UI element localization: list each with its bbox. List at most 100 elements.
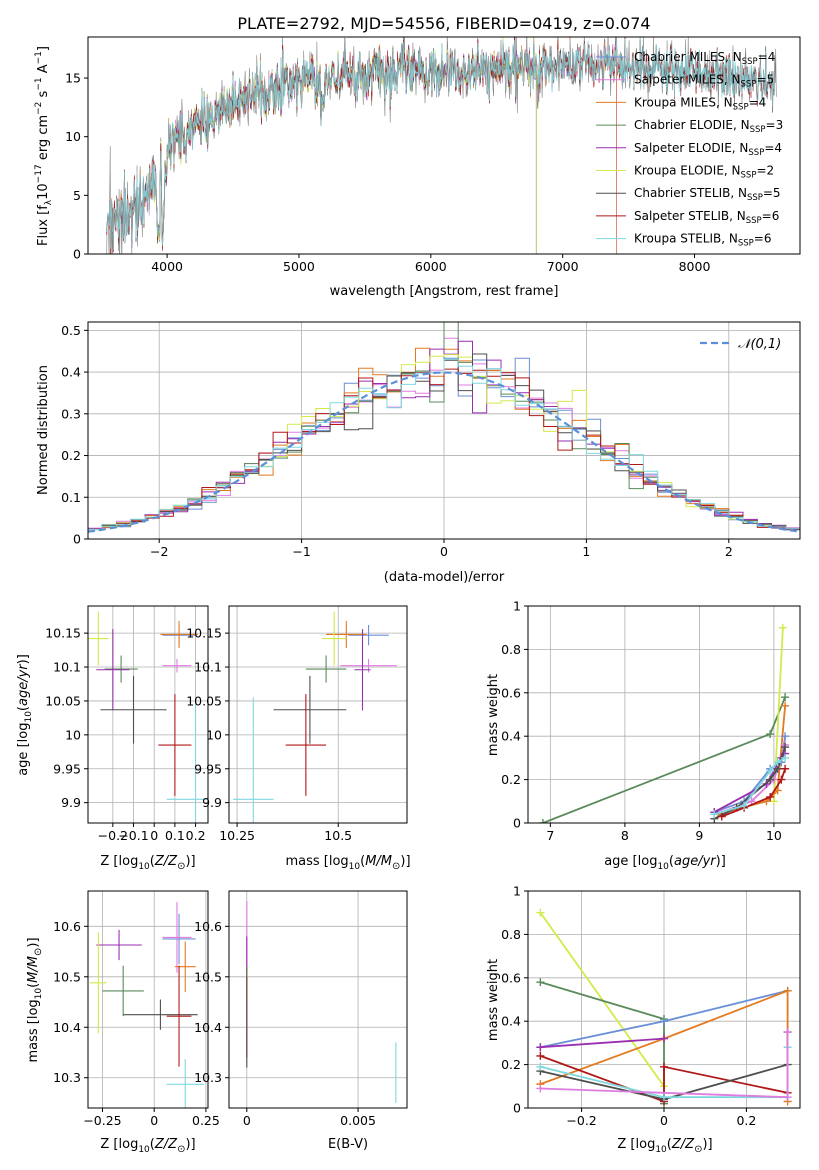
weight-point-kroupa-miles bbox=[781, 701, 790, 710]
x-tick-label: −0.1 bbox=[118, 828, 148, 843]
weight-point-kroupa-elodie bbox=[536, 908, 545, 917]
weight-point-kroupa-stelib bbox=[781, 753, 790, 762]
y-tick-label: 0.4 bbox=[61, 365, 81, 380]
mass-vs-metallicity-panel: −0.25 0 0.25 10.3 10.4 10.5 10.6 bbox=[53, 890, 220, 1128]
errorbar-salpeter-stelib bbox=[158, 694, 192, 796]
weight-point-kroupa-stelib bbox=[773, 758, 782, 767]
x-tick-label: −0.25 bbox=[83, 1113, 121, 1128]
errorbar-kroupa-elodie bbox=[88, 611, 109, 666]
errorbar-salpeter-stelib bbox=[285, 694, 327, 796]
weight-point-chabrier-stelib bbox=[766, 775, 775, 784]
errorbar-kroupa-elodie bbox=[90, 932, 107, 1034]
errorbar-kroupa-stelib bbox=[233, 697, 274, 823]
weight-point-kroupa-elodie bbox=[769, 797, 778, 806]
weight-point-chabrier-miles bbox=[781, 732, 790, 741]
figure-title: PLATE=2792, MJD=54556, FIBERID=0419, z=0… bbox=[237, 14, 650, 33]
y-tick-label: 0.6 bbox=[501, 685, 521, 700]
weight-age-ylabel: mass weight bbox=[486, 674, 501, 756]
spectrum-model-kroupa-stelib bbox=[106, 37, 774, 250]
x-tick-label: 10.5 bbox=[324, 828, 352, 843]
y-tick-label: 0.4 bbox=[501, 1014, 521, 1029]
y-tick-label: 10 bbox=[65, 129, 81, 144]
x-tick-label: −2 bbox=[150, 544, 168, 559]
y-tick-label: 10 bbox=[65, 727, 81, 742]
weight-point-salpeter-miles bbox=[783, 1028, 792, 1037]
errorbar-chabrier-elodie bbox=[305, 655, 347, 683]
spectrum-xlabel: wavelength [Angstrom, rest frame] bbox=[330, 284, 559, 299]
residual-ylabel: Normed distribution bbox=[36, 365, 51, 495]
y-tick-label: 10.05 bbox=[45, 693, 81, 708]
y-tick-label: 5 bbox=[73, 188, 81, 203]
y-tick-label: 0.2 bbox=[501, 772, 521, 787]
y-tick-label: 0.2 bbox=[61, 448, 81, 463]
y-tick-label: 10.1 bbox=[53, 660, 81, 675]
plot-area bbox=[538, 623, 790, 823]
weight-point-salpeter-elodie bbox=[660, 1034, 668, 1043]
y-tick-label: 10 bbox=[206, 727, 222, 742]
x-tick-label: 0.005 bbox=[340, 1113, 376, 1128]
y-tick-label: 10.1 bbox=[194, 660, 222, 675]
y-tick-label: 9.95 bbox=[194, 761, 222, 776]
y-tick-label: 10.5 bbox=[53, 969, 81, 984]
weight-point-chabrier-elodie bbox=[781, 693, 790, 702]
y-tick-label: 10.6 bbox=[53, 919, 81, 934]
y-tick-label: 10.4 bbox=[194, 1020, 222, 1035]
errorbar-chabrier-stelib bbox=[123, 999, 198, 1030]
legend-entry-chabrier-elodie: Chabrier ELODIE, NSSP=3 bbox=[634, 118, 783, 135]
x-tick-label: 5000 bbox=[283, 259, 315, 274]
ageZ-xlabel: Z [log10(Z/Z⊙)] bbox=[100, 854, 195, 872]
x-tick-label: −0.2 bbox=[566, 1113, 596, 1128]
y-tick-label: 1 bbox=[513, 599, 521, 614]
axes-frame bbox=[87, 36, 801, 255]
x-tick-label: 4000 bbox=[151, 259, 183, 274]
normal-curve bbox=[88, 371, 800, 533]
plot-area bbox=[106, 37, 777, 254]
x-tick-label: 10 bbox=[766, 828, 782, 843]
weight-vs-age-panel: 7 8 9 10 0 0.2 0.4 0.6 0.8 1 bbox=[501, 599, 801, 843]
errorbar-chabrier-miles bbox=[162, 913, 196, 965]
weight-point-salpeter-elodie bbox=[536, 1043, 545, 1052]
residual-hist-kroupa-stelib bbox=[88, 358, 800, 530]
errorbar-chabrier-stelib bbox=[100, 675, 167, 744]
spectrum-legend: Chabrier MILES, NSSP=4 Salpeter MILES, NS… bbox=[596, 50, 783, 249]
weight-vs-metallicity-panel: −0.2 0 0.2 0 0.2 0.4 0.6 0.8 1 bbox=[501, 884, 801, 1128]
x-tick-label: −1 bbox=[292, 544, 310, 559]
x-tick-label: 0.1 bbox=[165, 828, 185, 843]
plot-area bbox=[536, 908, 792, 1108]
plot-area bbox=[88, 611, 208, 823]
errorbar-chabrier-elodie bbox=[102, 965, 144, 1017]
weight-point-salpeter-stelib bbox=[766, 792, 775, 801]
y-tick-label: 9.95 bbox=[53, 761, 81, 776]
y-tick-label: 9.9 bbox=[202, 795, 222, 810]
weight-point-chabrier-stelib bbox=[781, 743, 790, 752]
errorbar-kroupa-miles bbox=[174, 941, 196, 992]
x-tick-label: 7000 bbox=[547, 259, 579, 274]
legend-entry-normal: 𝒩(0,1) bbox=[738, 337, 781, 352]
weight-point-kroupa-stelib bbox=[536, 1062, 545, 1071]
weight-Z-xlabel: Z [log10(Z/Z⊙)] bbox=[617, 1137, 712, 1155]
x-tick-label: 0 bbox=[660, 1113, 668, 1128]
y-tick-label: 0.8 bbox=[501, 927, 521, 942]
plot-area bbox=[246, 901, 397, 1103]
weight-point-chabrier-elodie bbox=[536, 978, 545, 987]
errorbar-chabrier-elodie bbox=[104, 655, 138, 683]
weight-point-salpeter-stelib bbox=[536, 1051, 545, 1060]
legend-entry-kroupa-stelib: Kroupa STELIB, NSSP=6 bbox=[634, 232, 772, 249]
y-tick-label: 9.9 bbox=[61, 795, 81, 810]
plot-area bbox=[233, 611, 397, 823]
ebv-xlabel: E(B-V) bbox=[328, 1137, 368, 1152]
age-vs-mass-panel: 10.25 10.5 9.9 9.95 10 10.05 10.1 10.15 bbox=[186, 605, 408, 843]
y-tick-label: 0.1 bbox=[61, 490, 81, 505]
x-tick-label: 8 bbox=[621, 828, 629, 843]
weight-point-salpeter-stelib bbox=[781, 764, 790, 773]
y-tick-label: 0.4 bbox=[501, 729, 521, 744]
legend-entry-kroupa-miles: Kroupa MILES, NSSP=4 bbox=[634, 95, 766, 112]
y-tick-label: 10.3 bbox=[194, 1070, 222, 1085]
errorbar-salpeter-elodie bbox=[96, 629, 130, 711]
weight-point-salpeter-stelib bbox=[777, 775, 786, 784]
weight-point-kroupa-stelib bbox=[660, 1093, 668, 1102]
spectrum-panel: 4000 5000 6000 7000 8000 0 5 10 15 Chabrier MILES… bbox=[65, 36, 801, 274]
x-tick-label: 0 bbox=[150, 1113, 158, 1128]
x-tick-label: 0.2 bbox=[186, 828, 206, 843]
mass-vs-ebv-panel: 0 0.005 10.3 10.4 10.5 10.6 bbox=[194, 890, 408, 1128]
